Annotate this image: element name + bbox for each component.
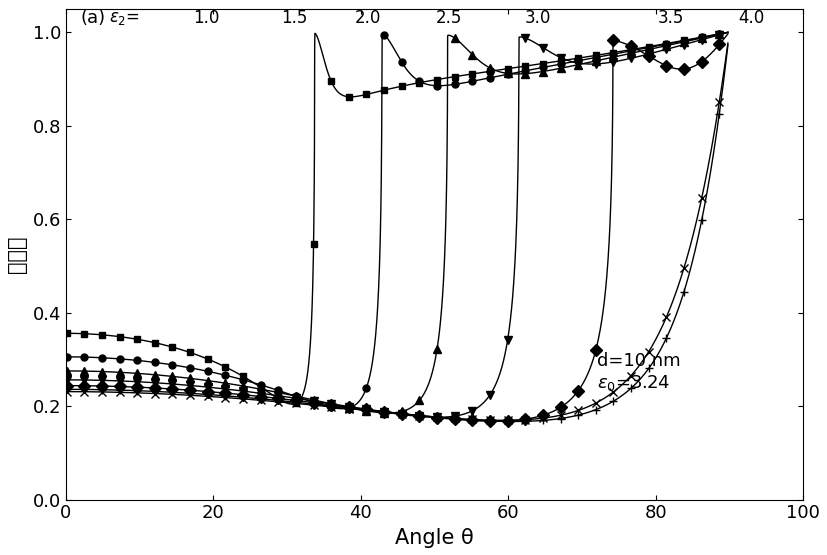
Text: (a): (a) — [80, 9, 106, 27]
Text: 2.5: 2.5 — [436, 9, 462, 27]
Text: 3.5: 3.5 — [657, 9, 684, 27]
X-axis label: Angle θ: Angle θ — [395, 528, 474, 548]
Text: 2.0: 2.0 — [355, 9, 381, 27]
Text: 3.0: 3.0 — [524, 9, 551, 27]
Text: 1.5: 1.5 — [281, 9, 308, 27]
Text: d=10 nm
$\varepsilon_0$=3.24: d=10 nm $\varepsilon_0$=3.24 — [597, 352, 681, 393]
Y-axis label: 反射率: 反射率 — [7, 235, 27, 273]
Text: $\varepsilon_2$=: $\varepsilon_2$= — [108, 9, 140, 27]
Text: 1.0: 1.0 — [193, 9, 219, 27]
Text: 4.0: 4.0 — [739, 9, 765, 27]
